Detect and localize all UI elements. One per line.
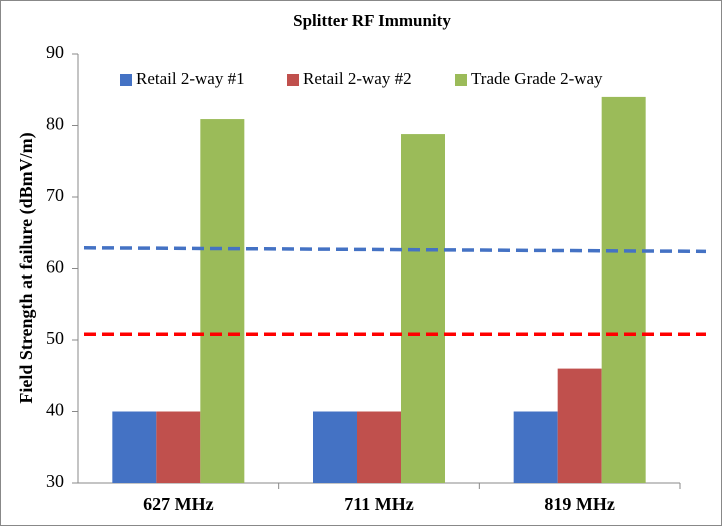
x-tick-label: 711 MHz xyxy=(344,494,414,514)
y-tick-label: 50 xyxy=(46,328,64,348)
y-tick-label: 70 xyxy=(46,185,64,205)
bar xyxy=(601,96,646,484)
legend-swatch xyxy=(120,74,132,86)
legend-swatch xyxy=(287,74,299,86)
legend-label: Trade Grade 2-way xyxy=(471,69,603,88)
y-tick-label: 80 xyxy=(46,114,64,134)
x-tick-label: 819 MHz xyxy=(544,494,614,514)
x-tick-label: 627 MHz xyxy=(143,494,213,514)
y-axis-label: Field Strength at failure (dBmV/m) xyxy=(16,132,37,403)
y-tick-label: 30 xyxy=(46,471,64,491)
legend-label: Retail 2-way #1 xyxy=(136,69,245,88)
bar xyxy=(513,411,558,483)
y-tick-label: 60 xyxy=(46,257,64,277)
bar xyxy=(112,411,157,483)
bar xyxy=(357,411,401,483)
y-tick-label: 90 xyxy=(46,42,64,62)
bar xyxy=(313,411,357,483)
bar xyxy=(401,134,445,483)
legend-label: Retail 2-way #2 xyxy=(303,69,412,88)
bar xyxy=(156,411,201,483)
bar xyxy=(557,368,602,483)
reference-line xyxy=(83,246,707,254)
y-tick-label: 40 xyxy=(46,400,64,420)
chart-title: Splitter RF Immunity xyxy=(293,11,451,30)
legend-swatch xyxy=(455,74,467,86)
bar xyxy=(200,119,245,483)
